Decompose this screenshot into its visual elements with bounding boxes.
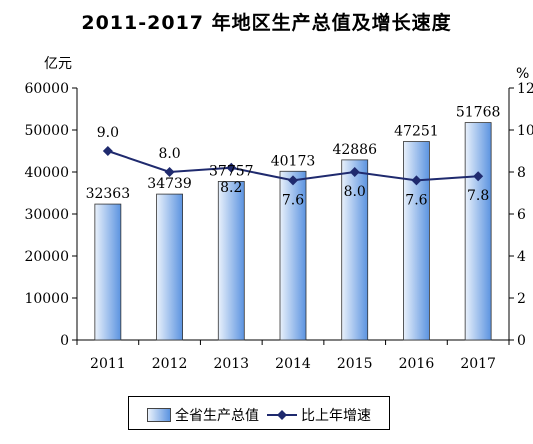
legend: 全省生产总值 比上年增速 <box>128 396 390 430</box>
growth-point <box>473 171 484 182</box>
bar <box>156 193 183 341</box>
x-tick-label: 2013 <box>213 356 249 372</box>
y-right-tick-label: 0 <box>517 333 526 349</box>
y-left-unit: 亿元 <box>44 56 72 72</box>
y-right-tick-label: 10 <box>517 123 533 139</box>
growth-point <box>349 167 360 177</box>
bar <box>341 159 369 341</box>
legend-bar-label: 全省生产总值 <box>175 408 259 424</box>
y-left-tick-label: 60000 <box>24 81 69 97</box>
growth-point <box>102 146 113 156</box>
legend-item-line: 比上年增速 <box>267 405 371 425</box>
bar <box>464 122 492 341</box>
legend-item-bar: 全省生产总值 <box>147 405 259 425</box>
y-left-tick-label: 0 <box>60 333 69 349</box>
bar-value-label: 32363 <box>86 186 131 202</box>
growth-point <box>164 167 175 177</box>
growth-point <box>411 175 422 186</box>
chart-title: 2011-2017 年地区生产总值及增长速度 <box>81 12 452 34</box>
y-right-tick-label: 6 <box>517 207 526 223</box>
growth-value-label: 8.0 <box>344 184 366 200</box>
growth-point <box>288 175 298 186</box>
growth-value-label: 7.6 <box>282 192 304 208</box>
growth-value-label: 8.0 <box>158 146 180 162</box>
x-tick-label: 2012 <box>152 356 188 372</box>
bar-value-label: 40173 <box>271 153 316 169</box>
bar-value-label: 47251 <box>394 124 439 140</box>
y-right-tick-label: 2 <box>517 291 526 307</box>
y-right-unit: % <box>516 66 529 82</box>
y-right-tick-label: 12 <box>517 81 533 97</box>
legend-line-swatch <box>267 410 297 420</box>
y-left-tick-label: 20000 <box>24 249 69 265</box>
bar <box>403 141 430 341</box>
x-tick-label: 2011 <box>90 356 126 372</box>
y-left-tick-label: 40000 <box>24 165 69 181</box>
growth-value-label: 7.6 <box>405 192 427 208</box>
y-left-tick-label: 30000 <box>24 207 69 223</box>
combo-chart: 0 10000 20000 30000 40000 50000 60000 0 2 4 6 8 10 12… <box>24 56 533 372</box>
y-right-tick-label: 8 <box>517 165 526 181</box>
growth-value-label: 7.8 <box>467 188 489 204</box>
y-right-tick-label: 4 <box>517 249 526 265</box>
bar-value-label: 34739 <box>147 176 192 192</box>
x-tick-label: 2017 <box>460 356 496 372</box>
legend-bar-swatch <box>147 408 171 422</box>
growth-value-label: 9.0 <box>97 125 119 141</box>
bar <box>217 181 245 341</box>
x-tick-label: 2016 <box>399 356 435 372</box>
y-left-tick-label: 10000 <box>24 291 69 307</box>
bar <box>94 203 122 341</box>
x-tick-label: 2015 <box>337 356 373 372</box>
legend-line-label: 比上年增速 <box>301 408 371 424</box>
bar-value-label: 51768 <box>456 105 501 121</box>
bar <box>279 170 307 341</box>
growth-point <box>226 162 237 173</box>
x-tick-label: 2014 <box>275 356 311 372</box>
bar-value-label: 37757 <box>209 163 254 179</box>
growth-value-label: 8.2 <box>220 180 242 196</box>
y-left-tick-label: 50000 <box>24 123 69 139</box>
bar-value-label: 42886 <box>332 142 377 158</box>
